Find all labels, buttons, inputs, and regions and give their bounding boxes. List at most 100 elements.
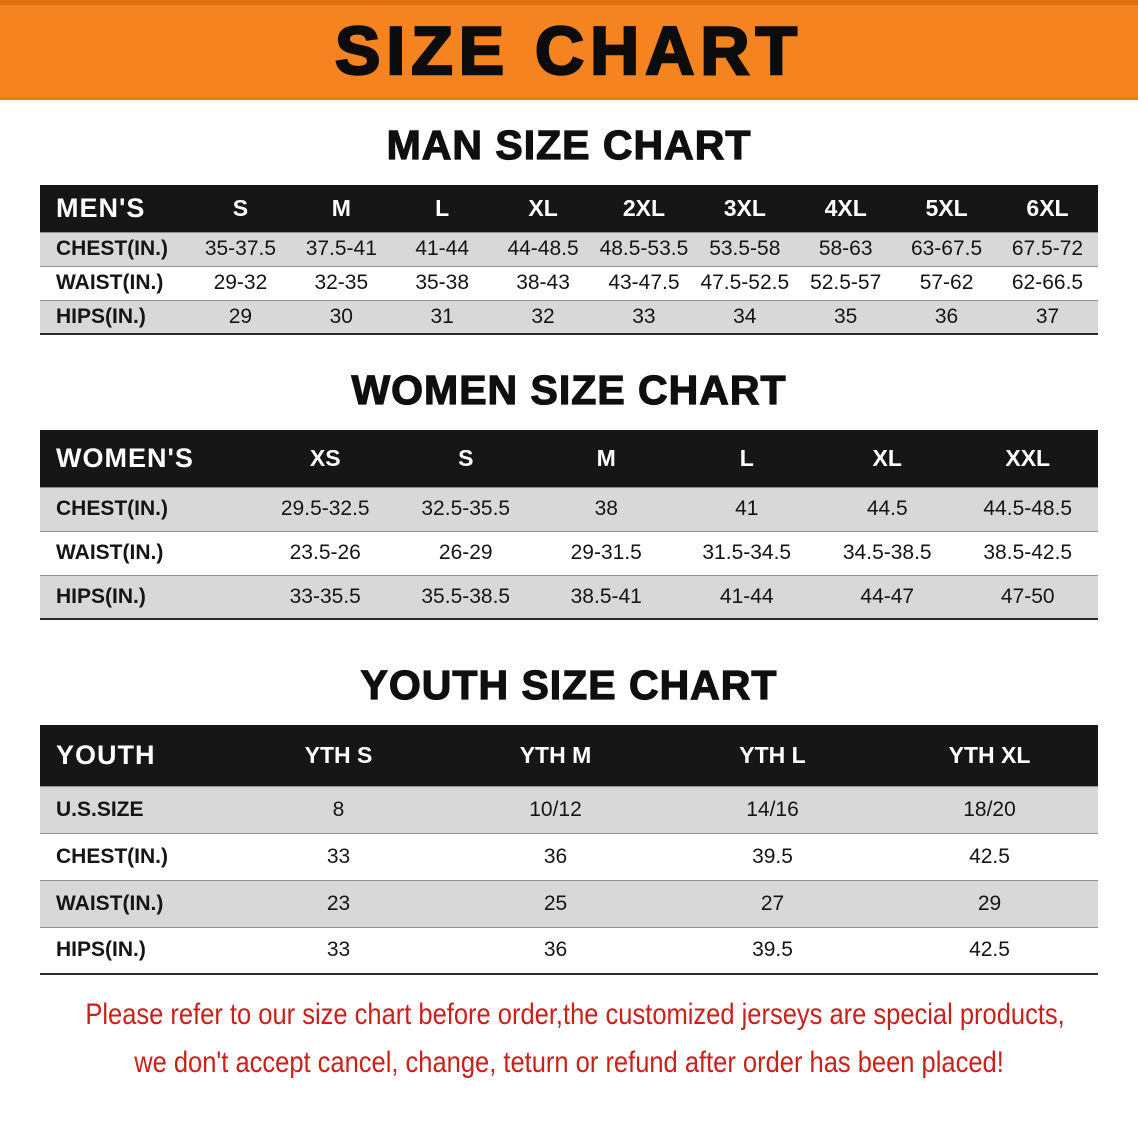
measurement-row: CHEST(IN.) 35-37.5 37.5-41 41-44 44-48.5 48.5… bbox=[40, 231, 1098, 266]
size-column-header: 4XL bbox=[824, 194, 867, 221]
size-value-cell: 53.5-58 bbox=[694, 231, 796, 266]
size-value-cell: 38.5-42.5 bbox=[957, 530, 1098, 575]
size-value-cell: 48.5-53.5 bbox=[593, 231, 695, 266]
size-value-cell: 38-43 bbox=[492, 265, 594, 300]
size-value-cell: 36 bbox=[447, 832, 664, 880]
size-column-header: L bbox=[435, 194, 450, 221]
measurement-row: CHEST(IN.) 29.5-32.5 32.5-35.5 38 41 44.5 44.5… bbox=[40, 486, 1098, 531]
size-value-cell: 44-48.5 bbox=[492, 231, 594, 266]
size-value-cell: 36 bbox=[896, 299, 997, 334]
size-value-cell: 10/12 bbox=[447, 785, 664, 833]
size-value-cell: 29-31.5 bbox=[536, 530, 677, 575]
size-column-header: XL bbox=[872, 444, 902, 471]
size-value-cell: 30 bbox=[290, 299, 392, 334]
size-value-cell: 41-44 bbox=[676, 574, 817, 619]
size-value-cell: 42.5 bbox=[881, 832, 1098, 880]
size-value-cell: 32-35 bbox=[290, 265, 392, 300]
size-value-cell: 57-62 bbox=[896, 265, 997, 300]
notice-line-1: Please refer to our size chart before or… bbox=[85, 998, 1065, 1031]
size-value-cell: 47-50 bbox=[957, 574, 1098, 619]
size-value-cell: 29.5-32.5 bbox=[255, 486, 396, 531]
size-value-cell: 32.5-35.5 bbox=[395, 486, 536, 531]
size-value-cell: 31 bbox=[391, 299, 493, 334]
size-column-header: XL bbox=[528, 194, 558, 221]
size-value-cell: 39.5 bbox=[664, 832, 881, 880]
measurement-row: U.S.SIZE 8 10/12 14/16 18/20 bbox=[40, 785, 1098, 833]
size-value-cell: 62-66.5 bbox=[997, 265, 1098, 300]
size-value-cell: 8 bbox=[230, 785, 447, 833]
table-group-label: WOMEN'S bbox=[56, 442, 194, 473]
size-column-header: YTH XL bbox=[948, 741, 1031, 768]
size-value-cell: 37.5-41 bbox=[290, 231, 392, 266]
size-column-header: YTH L bbox=[739, 741, 806, 768]
youth-size-table: YOUTH YTH S YTH M YTH L YTH XL U.S.SIZE 8 10/12… bbox=[40, 725, 1098, 975]
banner: SIZE CHART bbox=[0, 0, 1138, 100]
size-value-cell: 43-47.5 bbox=[593, 265, 695, 300]
size-column-header: M bbox=[331, 194, 351, 221]
notice-line-2: we don't accept cancel, change, teturn o… bbox=[134, 1046, 1004, 1079]
size-value-cell: 23.5-26 bbox=[255, 530, 396, 575]
measurement-row: WAIST(IN.) 29-32 32-35 35-38 38-43 43-47.5 47.… bbox=[40, 265, 1098, 300]
men-size-section: MAN SIZE CHART MEN'S S M L XL 2XL 3XL 4XL 5XL 6XL… bbox=[0, 121, 1138, 335]
measurement-row-label: WAIST(IN.) bbox=[40, 265, 190, 300]
size-value-cell: 33 bbox=[230, 926, 447, 974]
table-header-row: YOUTH YTH S YTH M YTH L YTH XL bbox=[40, 725, 1098, 786]
size-value-cell: 35 bbox=[795, 299, 897, 334]
size-value-cell: 36 bbox=[447, 926, 664, 974]
size-value-cell: 25 bbox=[447, 879, 664, 927]
banner-title: SIZE CHART bbox=[334, 12, 803, 91]
measurement-row-label: HIPS(IN.) bbox=[40, 299, 190, 334]
table-header-row: MEN'S S M L XL 2XL 3XL 4XL 5XL 6XL bbox=[40, 185, 1098, 232]
measurement-row: WAIST(IN.) 23 25 27 29 bbox=[40, 879, 1098, 927]
size-column-header: S bbox=[232, 194, 249, 221]
measurement-row: HIPS(IN.) 29 30 31 32 33 34 35 36 37 bbox=[40, 299, 1098, 334]
size-value-cell: 14/16 bbox=[664, 785, 881, 833]
measurement-row-label: WAIST(IN.) bbox=[40, 879, 230, 927]
size-column-header: XS bbox=[309, 444, 341, 471]
table-group-label: MEN'S bbox=[56, 192, 146, 223]
size-value-cell: 47.5-52.5 bbox=[694, 265, 796, 300]
size-column-header: YTH M bbox=[519, 741, 592, 768]
size-value-cell: 29-32 bbox=[190, 265, 291, 300]
measurement-row-label: HIPS(IN.) bbox=[40, 574, 255, 619]
size-value-cell: 63-67.5 bbox=[896, 231, 997, 266]
measurement-row-label: CHEST(IN.) bbox=[40, 231, 190, 266]
size-column-header: 6XL bbox=[1026, 194, 1069, 221]
size-value-cell: 33-35.5 bbox=[255, 574, 396, 619]
size-value-cell: 44.5-48.5 bbox=[957, 486, 1098, 531]
women-size-table: WOMEN'S XS S M L XL XXL CHEST(IN.) 29.5-32.5 32.5… bbox=[40, 430, 1098, 620]
size-value-cell: 44-47 bbox=[817, 574, 958, 619]
size-column-header: M bbox=[596, 444, 616, 471]
size-value-cell: 52.5-57 bbox=[795, 265, 897, 300]
size-value-cell: 31.5-34.5 bbox=[676, 530, 817, 575]
measurement-row: HIPS(IN.) 33-35.5 35.5-38.5 38.5-41 41-44 44-… bbox=[40, 574, 1098, 619]
size-column-header: 3XL bbox=[723, 194, 766, 221]
size-value-cell: 35-38 bbox=[391, 265, 493, 300]
footer-notice: Please refer to our size chart before or… bbox=[0, 991, 1138, 1087]
size-value-cell: 18/20 bbox=[881, 785, 1098, 833]
measurement-row-label: U.S.SIZE bbox=[40, 785, 230, 833]
size-value-cell: 41 bbox=[676, 486, 817, 531]
youth-size-section: YOUTH SIZE CHART YOUTH YTH S YTH M YTH L YTH… bbox=[0, 661, 1138, 975]
size-value-cell: 23 bbox=[230, 879, 447, 927]
table-header-row: WOMEN'S XS S M L XL XXL bbox=[40, 430, 1098, 487]
size-value-cell: 39.5 bbox=[664, 926, 881, 974]
size-value-cell: 41-44 bbox=[391, 231, 493, 266]
size-value-cell: 67.5-72 bbox=[997, 231, 1098, 266]
men-size-table: MEN'S S M L XL 2XL 3XL 4XL 5XL 6XL CHEST(IN.) 35-37… bbox=[40, 185, 1098, 335]
size-value-cell: 26-29 bbox=[395, 530, 536, 575]
women-section-heading: WOMEN SIZE CHART bbox=[351, 366, 787, 413]
measurement-row: WAIST(IN.) 23.5-26 26-29 29-31.5 31.5-34.5 34… bbox=[40, 530, 1098, 575]
table-group-label: YOUTH bbox=[56, 739, 156, 770]
women-size-section: WOMEN SIZE CHART WOMEN'S XS S M L XL XXL CHEST(… bbox=[0, 366, 1138, 620]
size-value-cell: 38.5-41 bbox=[536, 574, 677, 619]
size-column-header: 2XL bbox=[622, 194, 666, 221]
size-value-cell: 27 bbox=[664, 879, 881, 927]
measurement-row: HIPS(IN.) 33 36 39.5 42.5 bbox=[40, 926, 1098, 974]
size-value-cell: 34 bbox=[694, 299, 796, 334]
size-value-cell: 33 bbox=[230, 832, 447, 880]
size-column-header: 5XL bbox=[925, 194, 968, 221]
measurement-row-label: CHEST(IN.) bbox=[40, 832, 230, 880]
size-value-cell: 35.5-38.5 bbox=[395, 574, 536, 619]
